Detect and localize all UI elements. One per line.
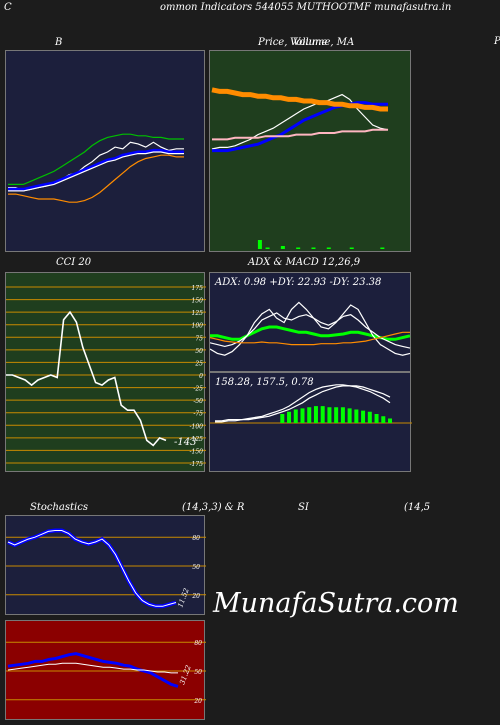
stoch-panel: 80 50 20 11.52	[5, 515, 206, 615]
cci-tick-label: -175	[190, 461, 204, 468]
cci-tick-label: -75	[193, 411, 203, 418]
price-overlay-title: Volume, MA	[293, 37, 355, 48]
cci-tick-label: 150	[192, 298, 204, 305]
macd-histogram-bar	[374, 414, 379, 423]
macd-histogram-bar	[313, 406, 318, 423]
rsi-tick-label: 20	[193, 698, 202, 705]
cci-tick-label: 50	[195, 348, 203, 355]
bb-chart	[8, 133, 184, 203]
cci-tick-label: 25	[194, 360, 203, 367]
macd-signal-line	[215, 385, 391, 423]
volume-bar	[280, 246, 285, 249]
bb-series-line	[8, 151, 184, 192]
macd-histogram-bar	[381, 416, 386, 423]
bb-series-line	[8, 133, 184, 185]
cci-last-label: -143	[174, 437, 196, 448]
macd-histogram-bar	[307, 407, 312, 423]
macd-histogram-bar	[300, 408, 305, 423]
adx-label: ADX: 0.98 +DY: 22.93 -DY: 23.38	[215, 277, 382, 288]
stoch-title-right: (14,3,3) & R	[182, 502, 245, 513]
stoch-tick-label: 80	[192, 535, 200, 542]
volume-bar	[380, 247, 385, 249]
volume-bar	[311, 247, 316, 249]
adx-panel: ADX: 0.98 +DY: 22.93 -DY: 23.38	[209, 272, 411, 372]
cci-panel: 175 150 125 100 75 50 25 0 -25 -50 -75 -100 -125 -150…	[5, 272, 206, 472]
cci-tick-label: -100	[190, 423, 204, 430]
rsi-chart: 80 50 20 31.22	[6, 640, 206, 705]
rsi-series-line	[7, 652, 179, 688]
rsi-title-left: SI	[298, 502, 309, 513]
price-series-line	[211, 87, 388, 112]
volume-bar	[257, 240, 262, 249]
price-series-line	[212, 101, 388, 153]
adx-series-line	[210, 325, 411, 341]
macd-histogram-bar	[388, 418, 392, 423]
macd-histogram-bar	[367, 411, 372, 423]
rsi-series-line	[7, 662, 178, 674]
stoch-tick-label: 50	[192, 564, 200, 571]
price-chart	[211, 87, 389, 249]
macd-histogram-bar	[340, 407, 345, 423]
cci-tick-label: 100	[192, 323, 204, 330]
rsi-tick-label: 80	[194, 640, 202, 647]
cci-chart: 175 150 125 100 75 50 25 0 -25 -50 -75 -100 -125 -150…	[6, 285, 206, 468]
macd-histogram-bar	[327, 407, 332, 423]
cci-tick-label: -25	[193, 386, 203, 393]
stoch-d-line	[7, 530, 177, 607]
price-title: Price,	[258, 37, 288, 48]
price-series-line	[211, 93, 389, 150]
volume-bar	[326, 247, 331, 249]
adx-series-line	[210, 301, 411, 356]
cci-tick-label: 175	[192, 285, 204, 292]
rsi-panel: 80 50 20 31.22	[5, 620, 206, 720]
adx-series-line	[210, 312, 411, 349]
adx-series-line	[210, 331, 410, 346]
cci-title: CCI 20	[56, 257, 92, 268]
cci-tick-label: 75	[195, 335, 203, 342]
macd-panel: 158.28, 157.5, 0.78	[209, 372, 412, 472]
macd-histogram-bar	[361, 410, 366, 423]
stoch-title-left: Stochastics	[30, 502, 88, 513]
header-title: ommon Indicators 544055 MUTHOOTMF munafa…	[160, 2, 452, 13]
bb-panel	[5, 50, 205, 252]
volume-bar	[349, 247, 354, 249]
stoch-tick-label: 20	[191, 593, 200, 600]
price-overlay-ghost: Volume	[290, 37, 328, 48]
cci-tick-label: -125	[190, 436, 204, 443]
macd-histogram-bar	[293, 409, 298, 423]
adx-chart	[210, 301, 411, 356]
cci-line	[6, 310, 167, 447]
bb-series-line	[8, 148, 184, 191]
macd-histogram-bar	[334, 407, 339, 423]
macd-histogram-bar	[287, 411, 292, 423]
rsi-tick-label: 50	[194, 669, 202, 676]
macd-label: 158.28, 157.5, 0.78	[215, 377, 314, 388]
macd-chart	[210, 384, 412, 424]
stoch-last-label: 11.52	[176, 587, 191, 609]
rsi-title-right: (14,5	[404, 502, 431, 513]
macd-histogram-bar	[280, 414, 285, 423]
corner-letter-left: C	[4, 2, 12, 13]
cci-tick-label: -50	[193, 398, 203, 405]
macd-histogram-bar	[347, 408, 352, 423]
volume-bar	[296, 247, 301, 249]
cci-tick-label: 0	[199, 373, 203, 380]
volume-bar	[265, 247, 270, 249]
watermark: MunafaSutra.com	[213, 588, 459, 619]
price-series-line	[212, 128, 388, 141]
cci-tick-label: 125	[192, 310, 204, 317]
adx-macd-title: ADX & MACD 12,26,9	[248, 257, 361, 268]
bb-series-line	[8, 154, 184, 203]
cci-tick-label: -150	[190, 448, 204, 455]
macd-histogram-bar	[320, 406, 325, 423]
price-panel	[209, 50, 411, 252]
macd-histogram-bar	[354, 409, 359, 423]
corner-letter-right: P	[494, 36, 500, 47]
rsi-last-label: 31.22	[178, 664, 193, 686]
bb-title: B	[55, 37, 63, 48]
